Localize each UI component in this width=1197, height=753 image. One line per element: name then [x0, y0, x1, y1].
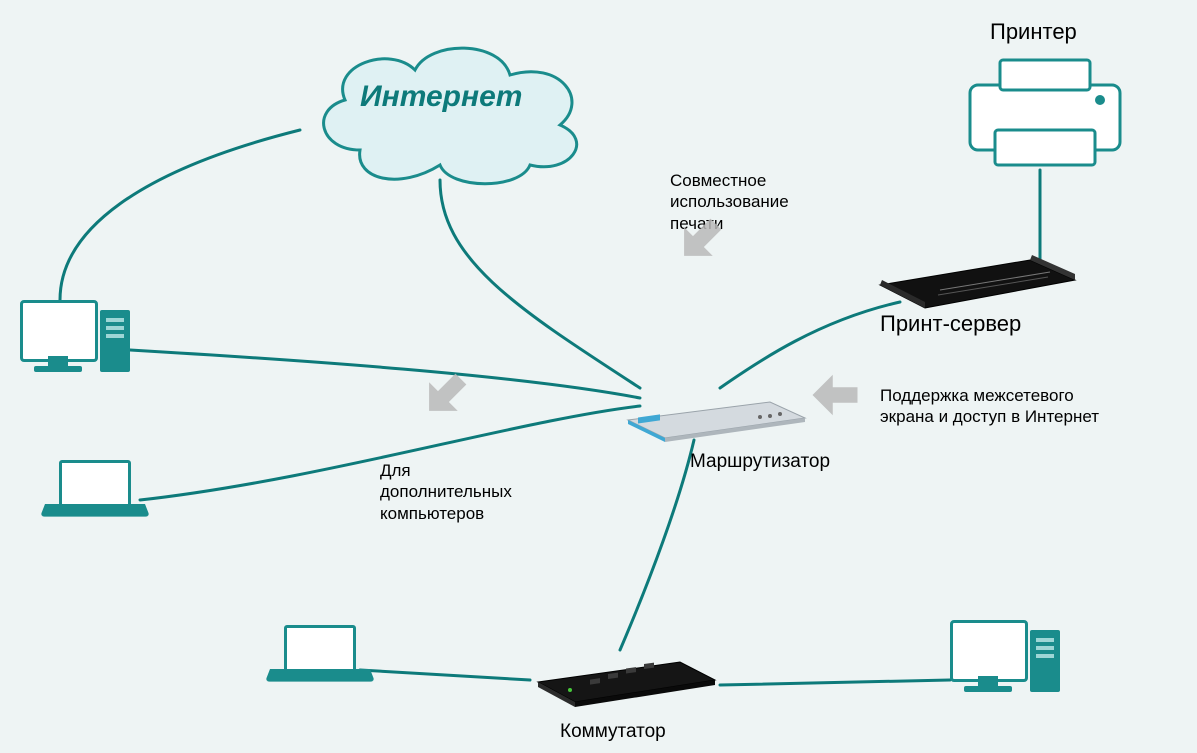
printer-label: Принтер	[990, 18, 1077, 46]
switch-label: Коммутатор	[560, 720, 666, 744]
router-device	[620, 390, 810, 440]
internet-label: Интернет	[360, 80, 522, 114]
print-sharing-label: Совместное использование печати	[670, 170, 789, 234]
laptop-icon	[270, 625, 370, 695]
desktop-pc-icon	[20, 300, 140, 390]
extra-pcs-label: Для дополнительных компьютеров	[380, 460, 512, 524]
laptop-icon	[45, 460, 145, 530]
switch-device	[530, 650, 720, 705]
print-server-device	[870, 240, 1080, 300]
router-label: Маршрутизатор	[690, 450, 830, 474]
printer-icon	[960, 50, 1130, 170]
internet-cloud: Интернет	[300, 30, 600, 180]
desktop-pc-icon	[950, 620, 1070, 710]
firewall-note-label: Поддержка межсетевого экрана и доступ в …	[880, 385, 1099, 428]
print-server-label: Принт-сервер	[880, 310, 1021, 338]
